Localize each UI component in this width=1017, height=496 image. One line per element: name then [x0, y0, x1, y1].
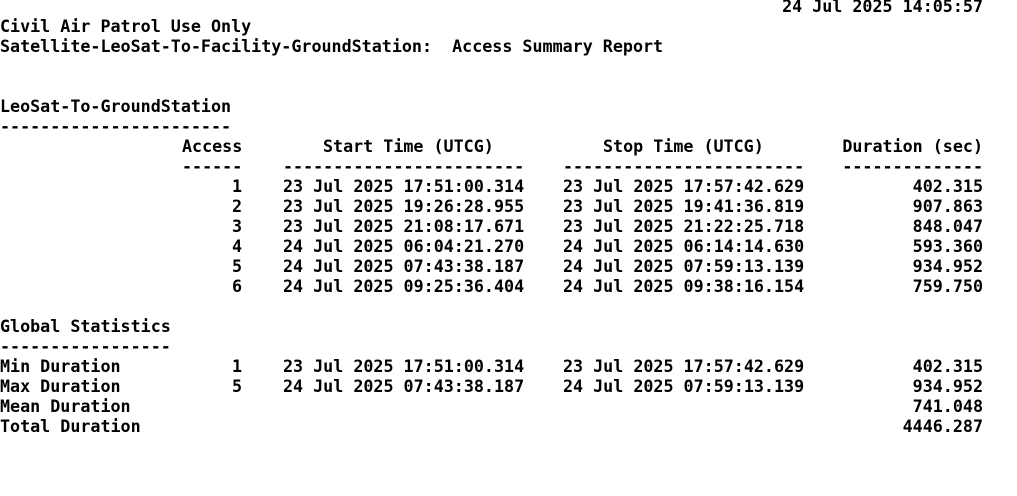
access-duration: 907.863	[912, 196, 983, 216]
stats-label: Max Duration	[0, 376, 121, 396]
access-number: 5	[231, 256, 242, 276]
column-rule-start-time: ------------------------	[283, 156, 525, 176]
stats-row-mean: Mean Duration 741.048	[0, 396, 983, 416]
access-start-time: 24 Jul 2025 07:43:38.187	[283, 256, 525, 276]
access-stop-time: 24 Jul 2025 06:14:14.630	[563, 236, 805, 256]
access-start-time: 23 Jul 2025 17:51:00.314	[283, 176, 525, 196]
table-row: 3 23 Jul 2025 21:08:17.671 23 Jul 2025 2…	[0, 216, 983, 236]
section-underline: -----------------------	[0, 116, 232, 136]
access-number: 6	[231, 276, 242, 296]
table-row: 1 23 Jul 2025 17:51:00.314 23 Jul 2025 1…	[0, 176, 983, 196]
table-row: 6 24 Jul 2025 09:25:36.404 24 Jul 2025 0…	[0, 276, 983, 296]
column-header-access: Access	[182, 136, 243, 156]
table-row: 4 24 Jul 2025 06:04:21.270 24 Jul 2025 0…	[0, 236, 983, 256]
access-duration: 934.952	[912, 256, 983, 276]
access-start-time: 24 Jul 2025 06:04:21.270	[283, 236, 525, 256]
column-rule-duration: --------------	[842, 156, 983, 176]
column-header-duration: Duration (sec)	[842, 136, 983, 156]
stats-access-number: 1	[231, 356, 242, 376]
stats-start-time: 23 Jul 2025 17:51:00.314	[283, 356, 525, 376]
access-number: 2	[231, 196, 242, 216]
access-stop-time: 23 Jul 2025 21:22:25.718	[563, 216, 805, 236]
stats-stop-time: 23 Jul 2025 17:57:42.629	[563, 356, 805, 376]
stats-label: Min Duration	[0, 356, 121, 376]
column-header-stop-time: Stop Time (UTCG)	[603, 136, 764, 156]
stats-duration: 402.315	[912, 356, 983, 376]
column-rule-row: ------ ------------------------ --------…	[0, 156, 983, 176]
global-stats-title: Global Statistics	[0, 316, 171, 336]
access-stop-time: 24 Jul 2025 07:59:13.139	[563, 256, 805, 276]
access-start-time: 24 Jul 2025 09:25:36.404	[283, 276, 525, 296]
access-duration: 848.047	[912, 216, 983, 236]
stats-row-total: Total Duration 4446.287	[0, 416, 983, 436]
stats-duration: 934.952	[912, 376, 983, 396]
access-number: 4	[231, 236, 242, 256]
access-stop-time: 24 Jul 2025 09:38:16.154	[563, 276, 805, 296]
access-start-time: 23 Jul 2025 19:26:28.955	[283, 196, 525, 216]
classification-label: Civil Air Patrol Use Only	[0, 16, 252, 36]
stats-label: Mean Duration	[0, 396, 131, 416]
stats-start-time: 24 Jul 2025 07:43:38.187	[283, 376, 525, 396]
access-stop-time: 23 Jul 2025 17:57:42.629	[563, 176, 805, 196]
stats-duration: 4446.287	[902, 416, 983, 436]
column-header-start-time: Start Time (UTCG)	[323, 136, 494, 156]
access-number: 3	[231, 216, 242, 236]
stats-row-min: Min Duration 1 23 Jul 2025 17:51:00.314 …	[0, 356, 983, 376]
report-timestamp: 24 Jul 2025 14:05:57	[782, 0, 983, 16]
table-row: 5 24 Jul 2025 07:43:38.187 24 Jul 2025 0…	[0, 256, 983, 276]
global-stats-underline: -----------------	[0, 336, 171, 356]
access-start-time: 23 Jul 2025 21:08:17.671	[283, 216, 525, 236]
report-header-timestamp-row: 24 Jul 2025 14:05:57	[0, 0, 983, 16]
stats-access-number: 5	[231, 376, 242, 396]
stats-label: Total Duration	[0, 416, 141, 436]
access-stop-time: 23 Jul 2025 19:41:36.819	[563, 196, 805, 216]
access-number: 1	[231, 176, 242, 196]
access-duration: 759.750	[912, 276, 983, 296]
section-title: LeoSat-To-GroundStation	[0, 96, 232, 116]
report-title: Satellite-LeoSat-To-Facility-GroundStati…	[0, 36, 664, 56]
column-rule-stop-time: ------------------------	[563, 156, 805, 176]
column-header-row: Access Start Time (UTCG) Stop Time (UTCG…	[0, 136, 983, 156]
stats-duration: 741.048	[912, 396, 983, 416]
column-rule-access: ------	[182, 156, 243, 176]
stats-stop-time: 24 Jul 2025 07:59:13.139	[563, 376, 805, 396]
access-duration: 402.315	[912, 176, 983, 196]
access-duration: 593.360	[912, 236, 983, 256]
stats-row-max: Max Duration 5 24 Jul 2025 07:43:38.187 …	[0, 376, 983, 396]
table-row: 2 23 Jul 2025 19:26:28.955 23 Jul 2025 1…	[0, 196, 983, 216]
